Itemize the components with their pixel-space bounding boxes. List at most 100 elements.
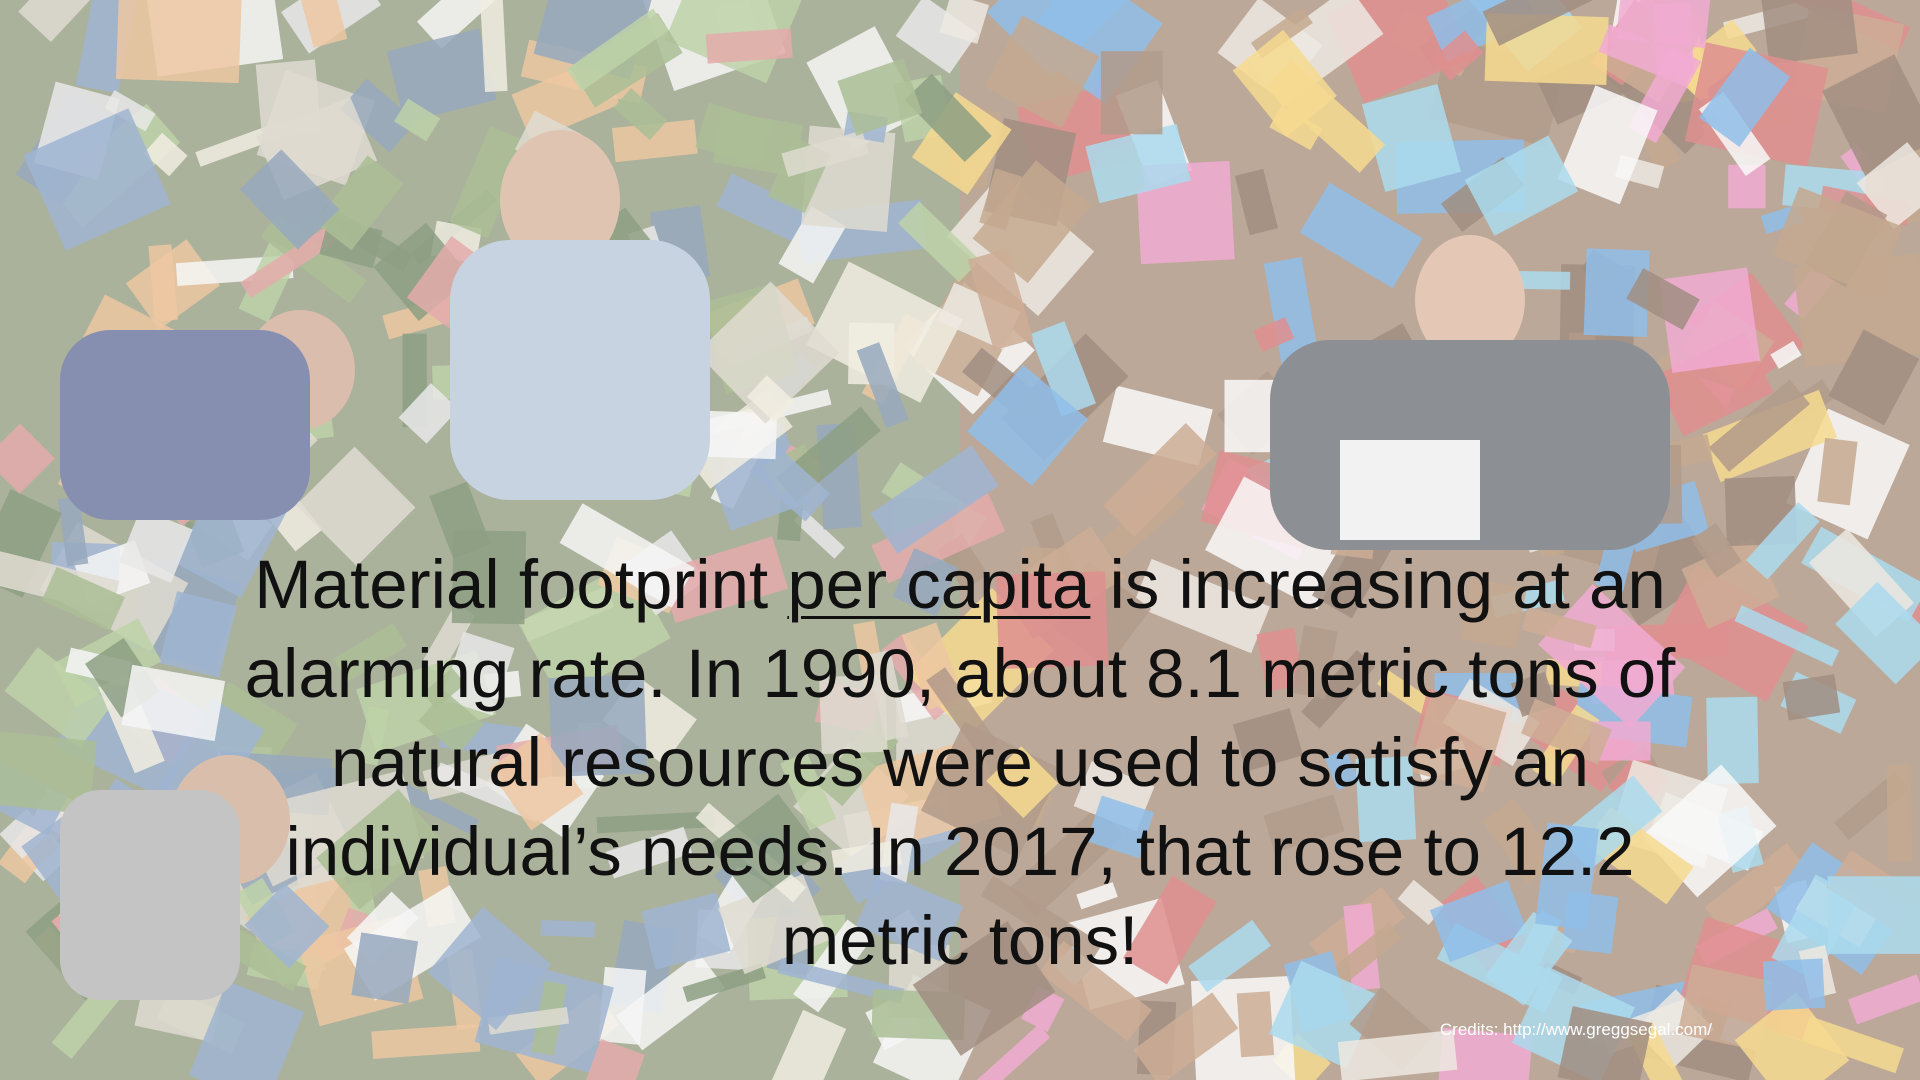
photo-detail: [60, 330, 310, 520]
photo-detail: [980, 875, 1103, 964]
photo-detail: [566, 8, 669, 92]
photo-detail: [480, 0, 508, 93]
photo-detail: [1256, 627, 1304, 692]
photo-detail: [1886, 764, 1913, 862]
photo-detail: [709, 793, 822, 904]
photo-detail: [394, 98, 441, 142]
photo-detail: [1429, 880, 1528, 963]
photo-detail: [1654, 564, 1809, 703]
message: Material footprint per capita is increas…: [235, 540, 1685, 985]
underlined-text: per capita: [787, 546, 1091, 623]
photo-detail: [487, 1007, 570, 1035]
photo-detail: [104, 90, 156, 132]
photo-detail: [1076, 882, 1118, 910]
photo-detail: [967, 364, 1088, 486]
photo-detail: [1234, 168, 1279, 236]
photo-detail: [240, 219, 348, 299]
photo-detail: [1508, 910, 1562, 985]
photo-detail: [0, 423, 55, 494]
photo-detail: [148, 244, 178, 322]
photo-detail: [57, 496, 89, 567]
photo-detail: [718, 874, 830, 975]
photo-detail: [1340, 440, 1480, 540]
photo-detail: [766, 1009, 847, 1080]
photo-detail: [1415, 235, 1525, 365]
photo-detail: [904, 73, 992, 162]
photo-detail: [926, 667, 998, 756]
credits: Credits: http://www.greggsegal.com/: [1439, 1020, 1712, 1039]
photo-detail: [1616, 0, 1714, 49]
photo-detail: [1133, 992, 1239, 1080]
photo-detail: [898, 201, 981, 283]
photo-detail: [1691, 522, 1742, 578]
photo-detail: [60, 790, 240, 1000]
photo-detail: [1103, 423, 1217, 537]
photo-detail: [1770, 341, 1802, 369]
photo-detail: [427, 906, 552, 1031]
photo-detail: [351, 932, 419, 1005]
photo-detail: [41, 566, 125, 631]
photo-detail: [1086, 795, 1155, 859]
photo-detail: [1521, 606, 1597, 649]
photo-detail: [1132, 558, 1270, 654]
photo-detail: [23, 108, 171, 251]
photo-detail: [1535, 822, 1600, 930]
photo-detail: [793, 509, 845, 559]
photo-detail: [188, 980, 305, 1080]
photo-detail: [605, 826, 693, 879]
photo-detail: [659, 536, 789, 624]
photo-detail: [695, 102, 773, 167]
photo-detail: [386, 776, 479, 836]
photo-detail: [1299, 182, 1423, 289]
photo-detail: [1708, 379, 1811, 472]
message-text: is increasing at an alarming rate. In 19…: [244, 546, 1676, 979]
photo-detail: [613, 88, 668, 141]
photo-detail: [819, 674, 888, 754]
photo-detail: [1460, 578, 1527, 649]
photo-detail: [1626, 267, 1700, 330]
photo-detail: [986, 746, 1059, 819]
photo-detail: [1361, 84, 1461, 193]
photo-detail: [705, 28, 793, 64]
photo-detail: [398, 383, 459, 444]
photo-detail: [746, 375, 795, 423]
photo-detail: [1706, 696, 1759, 785]
photo-detail: [777, 958, 905, 1004]
photo-detail: [449, 126, 529, 239]
photo-detail: [1793, 252, 1920, 368]
photo-detail: [441, 631, 515, 716]
photo-detail: [239, 149, 340, 250]
photo-detail: [1039, 940, 1152, 1042]
photo-detail: [895, 0, 978, 74]
photo-detail: [500, 130, 620, 270]
photo-detail: [870, 445, 999, 554]
photo-detail: [1029, 321, 1097, 417]
photo-detail: [1100, 51, 1163, 135]
photo-detail: [488, 732, 584, 831]
photo-detail: [0, 728, 97, 815]
photo-detail: [450, 240, 710, 500]
photo-detail: [1326, 0, 1471, 104]
photo-detail: [612, 119, 698, 163]
photo-detail: [119, 508, 193, 583]
photo-detail: [641, 892, 731, 970]
photo-detail: [583, 1038, 645, 1080]
photo-detail: [1557, 85, 1658, 205]
photo-detail: [115, 0, 242, 84]
photo-detail: [1745, 502, 1820, 580]
photo-detail: [1704, 843, 1809, 936]
photo-detail: [1263, 794, 1345, 853]
photo-detail: [1085, 123, 1191, 204]
photo-detail: [540, 919, 596, 938]
photo-detail: [596, 811, 716, 834]
photo-detail: [295, 0, 348, 48]
photo-detail: [598, 966, 647, 1045]
photo-detail: [1253, 317, 1295, 352]
photo-detail: [316, 789, 442, 910]
photo-detail: [1698, 47, 1791, 147]
